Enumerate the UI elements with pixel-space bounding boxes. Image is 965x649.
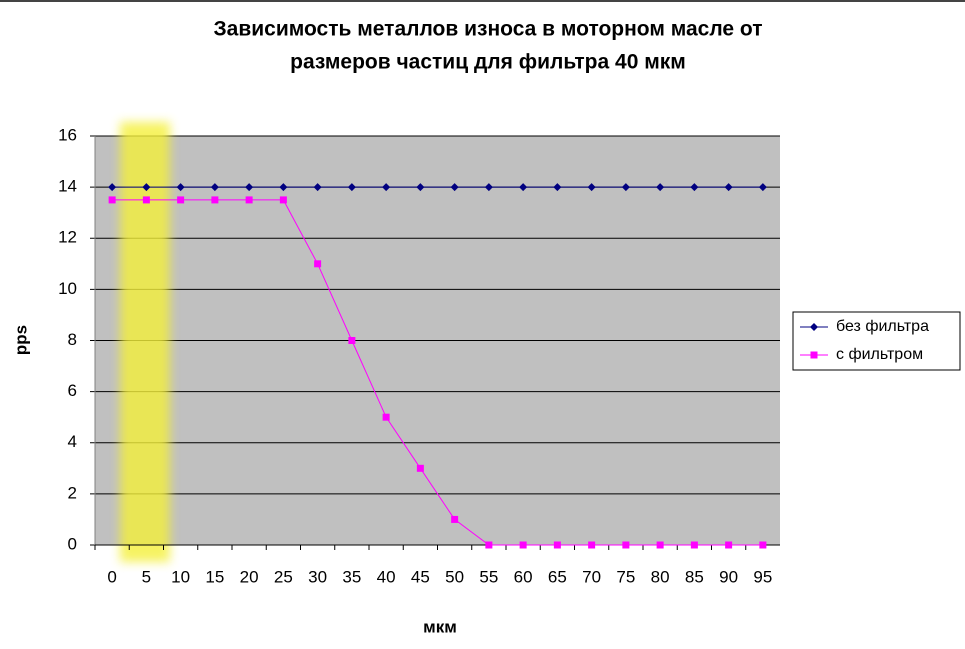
y-tick-label: 16 <box>58 125 77 144</box>
y-tick-label: 8 <box>68 330 77 349</box>
point <box>142 196 150 204</box>
series-line <box>112 199 763 546</box>
point <box>313 183 322 192</box>
point <box>690 541 698 549</box>
point <box>485 541 493 549</box>
x-tick-label: 80 <box>651 567 670 586</box>
point <box>656 183 665 192</box>
x-tick-label: 5 <box>142 567 151 586</box>
point <box>416 183 425 192</box>
point <box>210 183 219 192</box>
x-tick-label: 90 <box>719 567 738 586</box>
point <box>725 541 733 549</box>
chart-title: Зависимость металлов износа в моторном м… <box>213 18 762 41</box>
point <box>347 183 356 192</box>
point <box>142 183 151 192</box>
point <box>211 196 219 204</box>
point <box>348 337 356 344</box>
point <box>758 183 767 192</box>
point <box>245 183 254 192</box>
point <box>588 541 596 549</box>
point <box>759 541 767 549</box>
point <box>245 196 253 204</box>
x-tick-label: 65 <box>548 567 567 586</box>
x-tick-label: 10 <box>171 567 190 586</box>
legend-label: с фильтром <box>836 346 923 363</box>
x-tick-label: 15 <box>205 567 224 586</box>
y-tick-label: 10 <box>58 279 77 298</box>
x-tick-label: 85 <box>685 567 704 586</box>
x-tick-label: 35 <box>342 567 361 586</box>
point <box>553 541 561 549</box>
point <box>622 541 630 549</box>
point <box>724 183 733 192</box>
y-tick-label: 12 <box>58 228 77 247</box>
point <box>810 351 818 359</box>
chart-title: размеров частиц для фильтра 40 мкм <box>290 51 686 74</box>
point <box>621 183 630 192</box>
x-tick-label: 25 <box>274 567 293 586</box>
point <box>450 183 459 192</box>
x-tick-label: 60 <box>514 567 533 586</box>
y-tick-label: 0 <box>68 534 77 553</box>
point <box>810 323 818 331</box>
point <box>176 183 185 192</box>
x-axis-title: мкм <box>423 617 457 636</box>
point <box>451 515 459 523</box>
point <box>690 183 699 192</box>
point <box>382 183 391 192</box>
y-tick-label: 2 <box>68 483 77 502</box>
y-tick-label: 6 <box>68 381 77 400</box>
point <box>177 196 185 204</box>
x-tick-label: 45 <box>411 567 430 586</box>
legend-label: без фильтра <box>836 318 929 335</box>
point <box>553 183 562 192</box>
x-tick-label: 75 <box>616 567 635 586</box>
point <box>587 183 596 192</box>
point <box>484 183 493 192</box>
point <box>314 260 322 268</box>
x-tick-label: 30 <box>308 567 327 586</box>
y-tick-label: 14 <box>58 177 77 196</box>
y-axis-title: pps <box>11 325 30 355</box>
point <box>519 183 528 192</box>
point <box>279 183 288 192</box>
x-tick-label: 40 <box>377 567 396 586</box>
x-tick-label: 20 <box>240 567 259 586</box>
point <box>382 413 390 421</box>
x-tick-label: 50 <box>445 567 464 586</box>
point <box>279 196 287 204</box>
highlight <box>120 122 170 562</box>
point <box>108 183 117 192</box>
x-tick-label: 70 <box>582 567 601 586</box>
x-tick-label: 0 <box>107 567 116 586</box>
point <box>519 541 527 549</box>
x-tick-label: 55 <box>479 567 498 586</box>
legend <box>792 311 961 371</box>
point <box>108 196 116 204</box>
point <box>656 541 664 549</box>
x-tick-label: 95 <box>753 567 772 586</box>
point <box>416 464 424 472</box>
y-tick-label: 4 <box>68 432 77 451</box>
